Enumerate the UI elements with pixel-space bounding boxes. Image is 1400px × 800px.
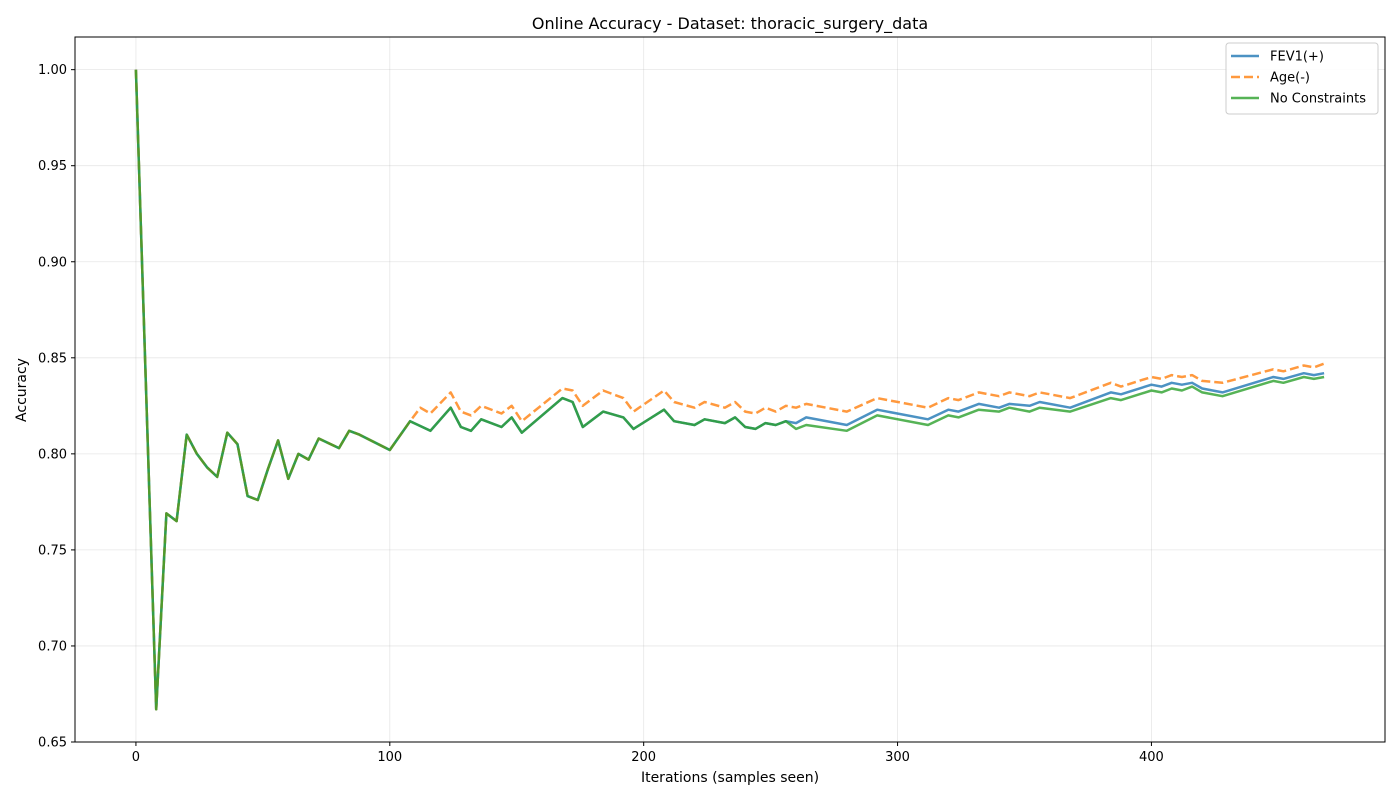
x-tick-label: 200 <box>631 750 656 765</box>
x-tick-label: 300 <box>885 750 910 765</box>
y-tick-label: 0.90 <box>38 255 67 270</box>
legend-label-no-constraints: No Constraints <box>1270 92 1366 107</box>
x-tick-label: 100 <box>377 750 402 765</box>
y-tick-label: 1.00 <box>38 63 67 78</box>
x-tick-label: 0 <box>132 750 140 765</box>
x-axis-label: Iterations (samples seen) <box>641 770 819 786</box>
y-tick-label: 0.85 <box>38 351 67 366</box>
legend-label-fev1: FEV1(+) <box>1270 50 1324 65</box>
y-axis-label: Accuracy <box>14 358 30 422</box>
y-tick-label: 0.95 <box>38 159 67 174</box>
plot-frame <box>74 36 1386 743</box>
y-axis: 0.65 0.70 0.75 0.80 0.85 0.90 0.95 1.00 <box>38 63 75 751</box>
legend-label-age: Age(-) <box>1270 71 1310 86</box>
y-tick-label: 0.65 <box>38 736 67 751</box>
y-tick-label: 0.70 <box>38 639 67 654</box>
legend: FEV1(+) Age(-) No Constraints <box>1225 42 1379 115</box>
x-axis: 0 100 200 300 400 <box>132 742 1164 765</box>
plot-lines <box>134 69 1325 711</box>
y-tick-label: 0.75 <box>38 543 67 558</box>
chart-title: Online Accuracy - Dataset: thoracic_surg… <box>532 14 928 34</box>
y-tick-label: 0.80 <box>38 447 67 462</box>
x-tick-label: 400 <box>1139 750 1164 765</box>
series-line-no-constraints <box>134 69 1325 711</box>
legend-box <box>1225 42 1379 115</box>
